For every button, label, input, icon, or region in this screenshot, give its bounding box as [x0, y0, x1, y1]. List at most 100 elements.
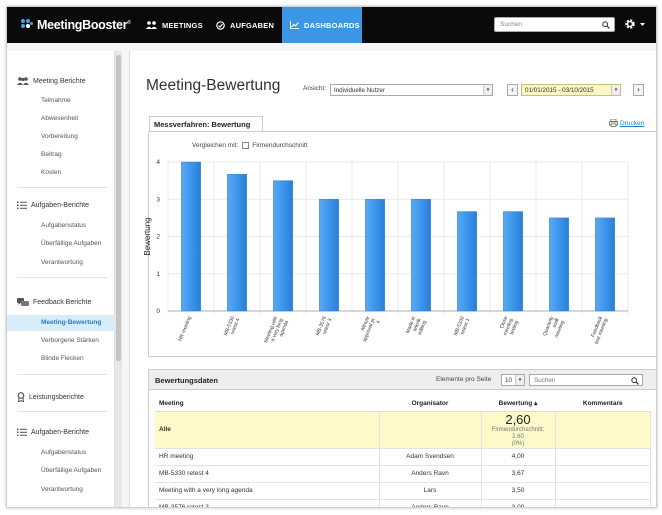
comments-cell [555, 448, 651, 466]
view-label: Ansicht: [303, 85, 327, 92]
sidebar-item-aufgabenstatus[interactable]: Aufgabenstatus [41, 222, 87, 229]
all-organizer [379, 411, 482, 449]
tab-underline [149, 131, 656, 132]
nav-meetings[interactable]: MEETINGS [140, 7, 204, 43]
sidebar-scroll-thumb[interactable] [116, 55, 121, 361]
organizer-name: Anders Ravn [379, 499, 482, 507]
rating-value: 3,67 [481, 465, 556, 483]
sidebar-item-beitrag[interactable]: Beitrag [41, 151, 62, 158]
logo-icon [21, 19, 34, 31]
y-tick-label: 0 [156, 308, 160, 315]
print-link[interactable]: Drucken [609, 119, 644, 127]
chevron-down-icon [640, 22, 645, 26]
date-range-picker[interactable]: 01/01/2015 - 03/10/2015 ▾ [521, 84, 621, 96]
sidebar-item-teilnahme[interactable]: Teilnahme [41, 97, 71, 104]
sidebar-section-aufgaben-berichte: Aufgaben-Berichte [17, 201, 89, 209]
column-comments[interactable]: Kommentare [555, 396, 651, 412]
meeting-name: HR meeting [155, 448, 380, 466]
gear-icon [625, 19, 635, 29]
divider [17, 187, 107, 188]
sidebar-item-vorbereitung[interactable]: Vorbereitung [41, 133, 78, 140]
sidebar-item-kosten[interactable]: Kosten [41, 169, 62, 176]
sidebar-item-ueberfaellige-aufgaben[interactable]: Überfällige Aufgaben [41, 240, 102, 247]
x-tick-label: Made intelerikediting [405, 315, 428, 339]
all-rating: 2,60 Firmendurchschnitt: 2,60 (0%) [481, 411, 556, 449]
bar [457, 211, 477, 312]
chart-panel [148, 132, 656, 357]
organizer-name: Adam Svendsen [379, 448, 482, 466]
sidebar-item-verantwortung-2[interactable]: Verantwortung [41, 486, 83, 493]
compare-checkbox[interactable] [242, 142, 250, 149]
nav-aufgaben[interactable]: AUFGABEN [210, 7, 282, 43]
table-row-all[interactable]: Alle 2,60 Firmendurchschnitt: 2,60 (0%) [155, 411, 651, 449]
global-search-input[interactable]: Suchen [494, 17, 615, 32]
all-label: Alle [155, 411, 380, 449]
ratings-panel-title: Bewertungsdaten [155, 376, 218, 385]
table-row[interactable]: MB-3576 retest 3 Anders Ravn 3,00 [155, 499, 651, 507]
comments-cell [555, 482, 651, 500]
bar [595, 217, 615, 312]
chevron-down-icon: ▾ [611, 85, 620, 95]
organizer-name: Lars [379, 482, 482, 500]
next-period-button[interactable]: › [633, 84, 644, 96]
sidebar-section-feedback-berichte: Feedback Berichte [17, 298, 91, 307]
ratings-search-input[interactable]: Suchen [529, 374, 643, 386]
bar [365, 199, 385, 312]
people-icon [17, 77, 29, 85]
x-tick-label: Quarterlystaffmeeting [542, 315, 566, 341]
y-tick-label: 2 [156, 234, 160, 241]
sidebar-item-blinde-flecken[interactable]: Blinde Flecken [41, 355, 84, 362]
table-row[interactable]: MB-5330 retest 4 Anders Ravn 3,67 [155, 465, 651, 483]
divider [17, 411, 107, 412]
ratings-panel: Bewertungsdaten Elemente pro Seite 10 ▾ … [148, 369, 656, 507]
sidebar-item-abwesenheit[interactable]: Abwesenheit [41, 115, 79, 122]
company-average-pct: (0%) [511, 440, 525, 447]
previous-period-button[interactable]: ‹ [507, 84, 518, 96]
column-rating[interactable]: Bewertung ▴ [481, 396, 555, 412]
ratings-table: Meeting Organisator Bewertung ▴ Kommenta… [155, 396, 651, 507]
column-organizer[interactable]: Organisator [379, 396, 481, 412]
bar [181, 161, 201, 312]
sidebar-section-aufgaben-berichte-2: Aufgaben-Berichte [17, 428, 89, 436]
rating-value: 4,00 [481, 448, 556, 466]
search-icon[interactable] [631, 377, 639, 385]
x-tick-label: MB-3576retest 3 [315, 315, 334, 338]
printer-icon [609, 119, 618, 127]
sidebar-item-verborgene-staerken[interactable]: Verborgene Stärken [41, 337, 99, 344]
y-tick-label: 4 [156, 159, 160, 166]
per-page-select[interactable]: 10 ▾ [501, 374, 525, 386]
search-icon[interactable] [602, 21, 610, 29]
check-circle-icon [216, 20, 225, 30]
feedback-icon [17, 298, 29, 306]
y-tick-label: 3 [156, 196, 160, 203]
page-title: Meeting-Bewertung [146, 77, 281, 94]
sidebar-section-leistungsberichte[interactable]: Leistungsberichte [17, 392, 84, 402]
table-row[interactable]: HR meeting Adam Svendsen 4,00 [155, 448, 651, 466]
rating-value: 3,50 [481, 482, 556, 500]
ratings-panel-header: Bewertungsdaten Elemente pro Seite 10 ▾ … [149, 370, 656, 390]
table-row[interactable]: Meeting with a very long agenda Lars 3,5… [155, 482, 651, 500]
bar [319, 199, 339, 312]
sidebar-item-verantwortung[interactable]: Verantwortung [41, 259, 83, 266]
logo[interactable]: MeetingBooster® [21, 18, 131, 32]
settings-menu[interactable] [624, 18, 646, 30]
list-icon [17, 201, 27, 209]
y-tick-label: 1 [156, 271, 160, 278]
view-select[interactable]: Individuelle Nutzer ▾ [330, 84, 493, 96]
all-rating-value: 2,60 [505, 411, 531, 427]
brand-name: MeetingBooster® [37, 18, 131, 32]
sidebar-item-meeting-bewertung[interactable]: Meeting-Bewertung [7, 315, 115, 331]
people-icon [146, 21, 157, 29]
divider [17, 277, 107, 278]
list-icon [17, 428, 27, 436]
x-tick-label: MB-5330retest 1 [453, 315, 472, 338]
tab-messverfahren[interactable]: Messverfahren: Bewertung [149, 116, 263, 132]
column-meeting[interactable]: Meeting [155, 396, 379, 412]
x-tick-label: MB-5330retest 4 [223, 315, 242, 338]
compare-control: Vergleichen mit: Firmendurchschnitt [192, 142, 308, 149]
sidebar-item-ueberfaellige-aufgaben-2[interactable]: Überfällige Aufgaben [41, 467, 102, 474]
rating-value: 3,00 [481, 499, 556, 507]
nav-dashboards[interactable]: DASHBOARDS [282, 7, 362, 43]
sidebar-item-aufgabenstatus-2[interactable]: Aufgabenstatus [41, 449, 87, 456]
company-average: Firmendurchschnitt: 2,60 [491, 426, 545, 440]
